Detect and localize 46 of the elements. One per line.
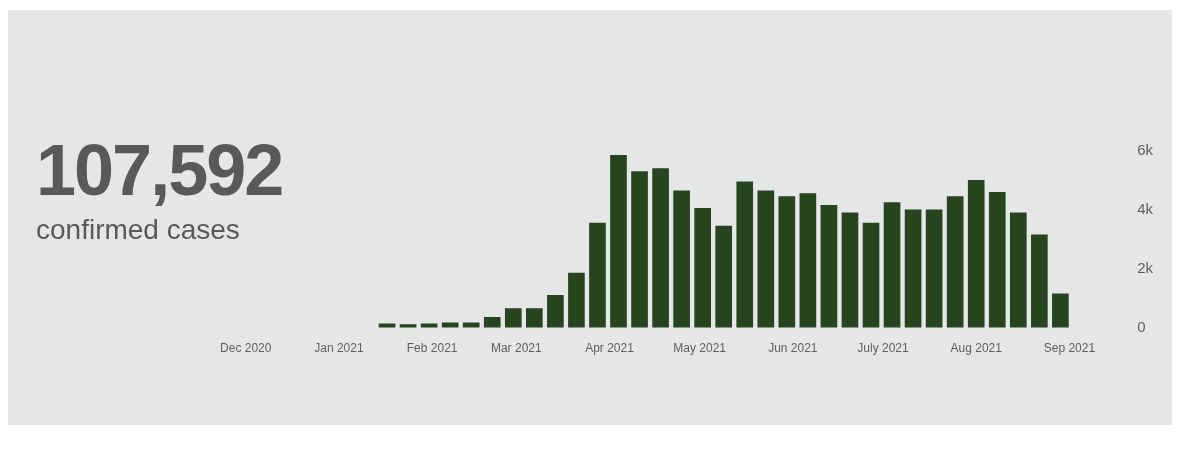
x-tick-label: Apr 2021	[585, 341, 635, 356]
bar	[652, 168, 669, 328]
bar	[694, 208, 711, 328]
x-tick-label: Feb 2021	[406, 341, 458, 356]
chart-title: 107,592	[36, 129, 283, 212]
bar	[631, 171, 648, 328]
bar	[757, 190, 775, 328]
bar	[799, 193, 817, 328]
bar	[526, 308, 543, 328]
bar	[378, 323, 396, 328]
x-tick-label: Jun 2021	[768, 341, 818, 356]
bar	[904, 209, 922, 328]
bar	[862, 222, 880, 328]
x-tick-label: Dec 2020	[220, 341, 272, 356]
x-tick-label: Aug 2021	[950, 341, 1003, 356]
x-tick-label: May 2021	[673, 341, 727, 356]
text: confirmed cases	[36, 213, 240, 247]
bar	[483, 316, 501, 328]
x-tick-label: Jan 2021	[314, 341, 364, 356]
bar	[610, 155, 627, 328]
bar	[568, 272, 585, 328]
bar	[547, 294, 564, 328]
bar	[420, 323, 438, 328]
bar	[1009, 212, 1027, 328]
bar	[736, 181, 754, 328]
bar	[1031, 234, 1048, 328]
bar	[1052, 293, 1069, 328]
x-tick-label: July 2021	[857, 341, 910, 356]
bar	[883, 202, 901, 328]
bar	[841, 212, 859, 328]
x-tick-label: Sep 2021	[1043, 341, 1096, 356]
bar	[673, 190, 690, 328]
bar	[946, 196, 964, 328]
bar	[504, 308, 522, 328]
bar	[715, 225, 733, 328]
y-tick-label: 2k	[1137, 258, 1154, 276]
bar	[988, 191, 1006, 328]
bar	[925, 209, 943, 328]
y-tick-label: 0	[1137, 317, 1146, 335]
y-tick-label: 6k	[1137, 141, 1154, 159]
x-tick-label: Mar 2021	[490, 341, 542, 356]
bar	[778, 196, 796, 328]
bar	[589, 222, 606, 328]
y-tick-label: 4k	[1137, 200, 1154, 218]
bar	[820, 205, 838, 328]
bar	[967, 180, 985, 328]
